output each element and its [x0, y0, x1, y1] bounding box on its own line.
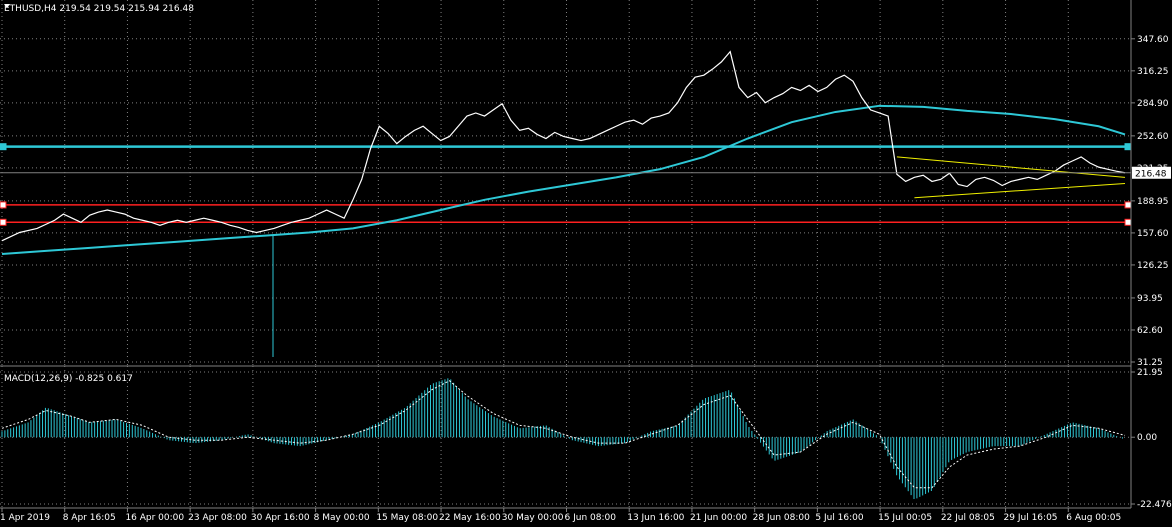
level-handle-right: [1124, 218, 1132, 226]
level-handle-right: [1124, 201, 1132, 209]
triangle-trendline: [914, 182, 1126, 199]
price-axis-label: 93.95: [1137, 294, 1163, 304]
level-handle-left: [0, 143, 7, 151]
price-axis-label: 188.95: [1137, 197, 1169, 207]
macd-signal-line: [1, 380, 1126, 489]
time-axis-label: 6 Aug 00:05: [1066, 513, 1121, 523]
symbol-header: ETHUSD,H4 219.54 219.54 215.94 216.48: [4, 4, 194, 14]
macd-grid: [0, 366, 1132, 508]
price-axis-label: 284.90: [1137, 99, 1169, 109]
macd-axis-label: -22.476: [1137, 500, 1172, 510]
time-axis[interactable]: 1 Apr 2019 8 Apr 16:05 16 Apr 00:00 23 Apr …: [0, 508, 1121, 523]
macd-histogram: [1, 378, 1123, 500]
moving-average-line: [1, 104, 1126, 255]
current-price-label: 216.48: [1135, 169, 1167, 179]
time-axis-label: 8 Apr 16:05: [63, 513, 116, 523]
price-series: [1, 50, 1126, 242]
macd-header: MACD(12,26,9) -0.825 0.617: [4, 374, 133, 384]
level-handle-right: [1124, 143, 1132, 151]
time-axis-label: 30 May 00:00: [502, 513, 564, 523]
triangle-trendline: [896, 156, 1126, 178]
time-axis-label: 30 Apr 16:00: [251, 513, 310, 523]
moving-average-line: [1, 104, 1126, 255]
time-axis-label: 21 Jun 00:00: [690, 513, 747, 523]
macd-axis[interactable]: 21.95 0.00 -22.476: [1131, 368, 1172, 510]
time-axis-label: 29 Jul 16:05: [1004, 513, 1058, 523]
time-axis-label: 28 Jun 08:00: [753, 513, 810, 523]
macd-axis-label: 21.95: [1137, 368, 1163, 378]
macd-axis-label: 0.00: [1137, 433, 1157, 443]
time-axis-label: 6 Jun 08:00: [565, 513, 617, 523]
time-axis-label: 15 Jul 00:05: [878, 513, 932, 523]
dropdown-triangle-icon[interactable]: [4, 4, 10, 8]
level-handle-left: [0, 218, 7, 226]
time-axis-label: 22 May 16:00: [439, 513, 501, 523]
price-line: [1, 50, 1126, 242]
time-axis-label: 16 Apr 00:00: [125, 513, 184, 523]
time-axis-label: 22 Jul 08:05: [941, 513, 995, 523]
time-axis-label: 23 Apr 08:00: [188, 513, 247, 523]
macd-pane[interactable]: MACD(12,26,9) -0.825 0.617: [0, 366, 1132, 508]
price-axis-label: 157.60: [1137, 229, 1169, 239]
price-axis-label: 347.60: [1137, 35, 1169, 45]
time-axis-label: 1 Apr 2019: [0, 513, 50, 523]
price-axis-label: 126.25: [1137, 261, 1169, 271]
time-axis-label: 8 May 00:00: [314, 513, 370, 523]
price-axis-label: 252.60: [1137, 132, 1169, 142]
price-axis-label: 62.60: [1137, 326, 1163, 336]
level-handle-left: [0, 201, 7, 209]
time-axis-label: 13 Jun 16:00: [627, 513, 684, 523]
price-axis-label: 316.25: [1137, 67, 1169, 77]
current-price-badge: [1132, 166, 1171, 179]
time-axis-label: 15 May 08:00: [376, 513, 438, 523]
time-axis-label: 5 Jul 16:00: [815, 513, 864, 523]
current-price-tag: 216.48: [0, 166, 1171, 179]
macd-signal-line: [1, 380, 1126, 489]
triangle-pattern[interactable]: [896, 156, 1126, 199]
price-axis-label: 31.25: [1137, 358, 1163, 368]
